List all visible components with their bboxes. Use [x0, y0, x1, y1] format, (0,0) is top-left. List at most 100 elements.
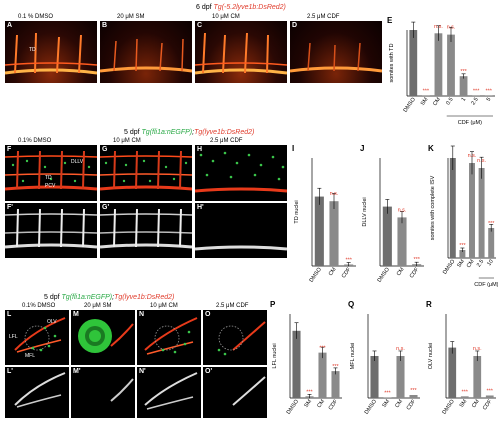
bar-sm [383, 397, 392, 398]
panel-m-prime-image: M' [71, 367, 135, 418]
panel-c-letter: C [197, 22, 203, 29]
panel-l-mfl-label: MFL [25, 353, 35, 359]
bar-cm [434, 33, 443, 96]
tick-label: SM [381, 398, 391, 409]
significance-label: *** [486, 88, 493, 94]
panel-l-letter: L [7, 311, 12, 318]
significance-label: *** [423, 88, 430, 94]
panel-f-vessels [5, 150, 97, 191]
tick-label: 0.5 [445, 97, 454, 107]
panel-f-treatment: 0.1% DMSO [18, 138, 52, 144]
panel-o-image: O [203, 310, 267, 365]
row2-title: 5 dpf Tg(fli1a:nEGFP);Tg(lyve1b:DsRed2) [124, 129, 254, 136]
panel-l-prime-vessels [14, 372, 66, 408]
panel-n-image: N [137, 310, 201, 365]
panel-f-image: F DLLV TD PCV [5, 145, 97, 201]
chart-p-ylabel: LFL nuclei [272, 343, 278, 368]
chart-p-letter: P [270, 300, 276, 309]
significance-label: *** [462, 389, 469, 395]
panel-b-letter: B [102, 22, 108, 29]
significance-label: *** [306, 389, 313, 395]
panel-o-treatment: 2.5 μM CDF [216, 303, 249, 309]
significance-label: n.s. [398, 207, 407, 213]
chart-j-ylabel: DLLV nuclei [362, 197, 368, 226]
bar-cdf [331, 371, 340, 398]
significance-label: n.s. [477, 158, 486, 164]
tick-label: 1 [461, 97, 468, 103]
significance-label: n.s. [330, 191, 339, 197]
panel-n-treatment: 10 μM CM [150, 303, 178, 309]
tick-label: CM [316, 398, 326, 409]
panel-h-prime-vessels [195, 245, 287, 251]
panel-l-treatment: 0.1% DMSO [22, 303, 56, 309]
panel-n-letter: N [139, 311, 145, 318]
tick-label: 5 [486, 97, 493, 103]
panel-f-prime-image: F' [5, 203, 97, 258]
bar-dmso [292, 330, 301, 398]
chart-p: P LFL nuclei DMSO SM *** CM *** CDF *** [268, 298, 344, 420]
chart-k-letter: K [428, 144, 434, 153]
tick-label: CDF [409, 266, 421, 279]
significance-label: *** [413, 257, 420, 263]
bar-dmso [314, 196, 324, 266]
panel-g-prime-letter: G' [102, 204, 110, 211]
bar-05 [447, 34, 455, 96]
panel-l-olv-label: OLV [47, 319, 57, 325]
significance-label: *** [332, 364, 339, 370]
panel-d-image: D [290, 21, 382, 83]
tick-label: CM [396, 266, 406, 277]
row3-stage: 5 dpf [44, 294, 60, 301]
panel-h-vessels [195, 151, 287, 193]
panel-o-letter: O [205, 311, 211, 318]
panel-g-prime-image: G' [100, 203, 192, 258]
row1-stage: 6 dpf [196, 4, 212, 11]
bar-cm [329, 201, 339, 266]
tick-label: CM [466, 258, 476, 269]
panel-f-td-label: TD [45, 175, 52, 181]
panel-h-prime-image: H' [195, 203, 287, 258]
tick-label: CM [471, 398, 481, 409]
panel-c-vessels [195, 32, 287, 75]
row2-stage: 5 dpf [124, 129, 140, 136]
significance-label: n.s. [473, 346, 482, 352]
chart-q-ylabel: MFL nuclei [350, 343, 356, 370]
row3-title: 5 dpf Tg(fli1a:nEGFP);Tg(lyve1b:DsRed2) [44, 294, 174, 301]
panel-a-td-label: TD [29, 47, 36, 53]
bar-sm [460, 396, 469, 398]
panel-n-prime-letter: N' [139, 368, 146, 375]
bar-5 [484, 95, 493, 96]
panel-g-vessels [100, 150, 192, 191]
panel-n-prime-image: N' [137, 367, 201, 418]
tick-label: DMSO [442, 258, 457, 276]
bar-dmso [382, 206, 392, 266]
chart-q-letter: Q [348, 300, 354, 309]
tick-label: CM [432, 96, 442, 107]
panel-o-vessels [217, 321, 266, 356]
chart-i: I TD nuclei DMSO CM n.s. CDF *** [290, 142, 358, 288]
row1-title: 6 dpf Tg(-5.2lyve1b:DsRed2) [196, 4, 286, 11]
significance-label: *** [319, 346, 326, 352]
panel-m-treatment: 20 μM SM [84, 303, 112, 309]
row3-transgene-red: Tg(lyve1b:DsRed2) [114, 294, 175, 301]
tick-label: CDF [328, 398, 340, 411]
bar-cm [473, 356, 482, 398]
panel-c-image: C [195, 21, 287, 83]
bar-dmso [449, 158, 456, 258]
significance-label: *** [473, 88, 480, 94]
tick-label: SM [420, 96, 430, 107]
panel-g-image: G [100, 145, 192, 201]
significance-label: n.s. [396, 346, 405, 352]
tick-label: CM [328, 266, 338, 277]
panel-l-image: L OLV LFL MFL [5, 310, 69, 365]
panel-b-vessels [100, 38, 192, 73]
panel-n-vessels [144, 317, 198, 355]
tick-label: CDF [341, 266, 353, 279]
significance-label: *** [459, 243, 466, 249]
bar-cdf [409, 395, 418, 398]
tick-label: CM [394, 398, 404, 409]
